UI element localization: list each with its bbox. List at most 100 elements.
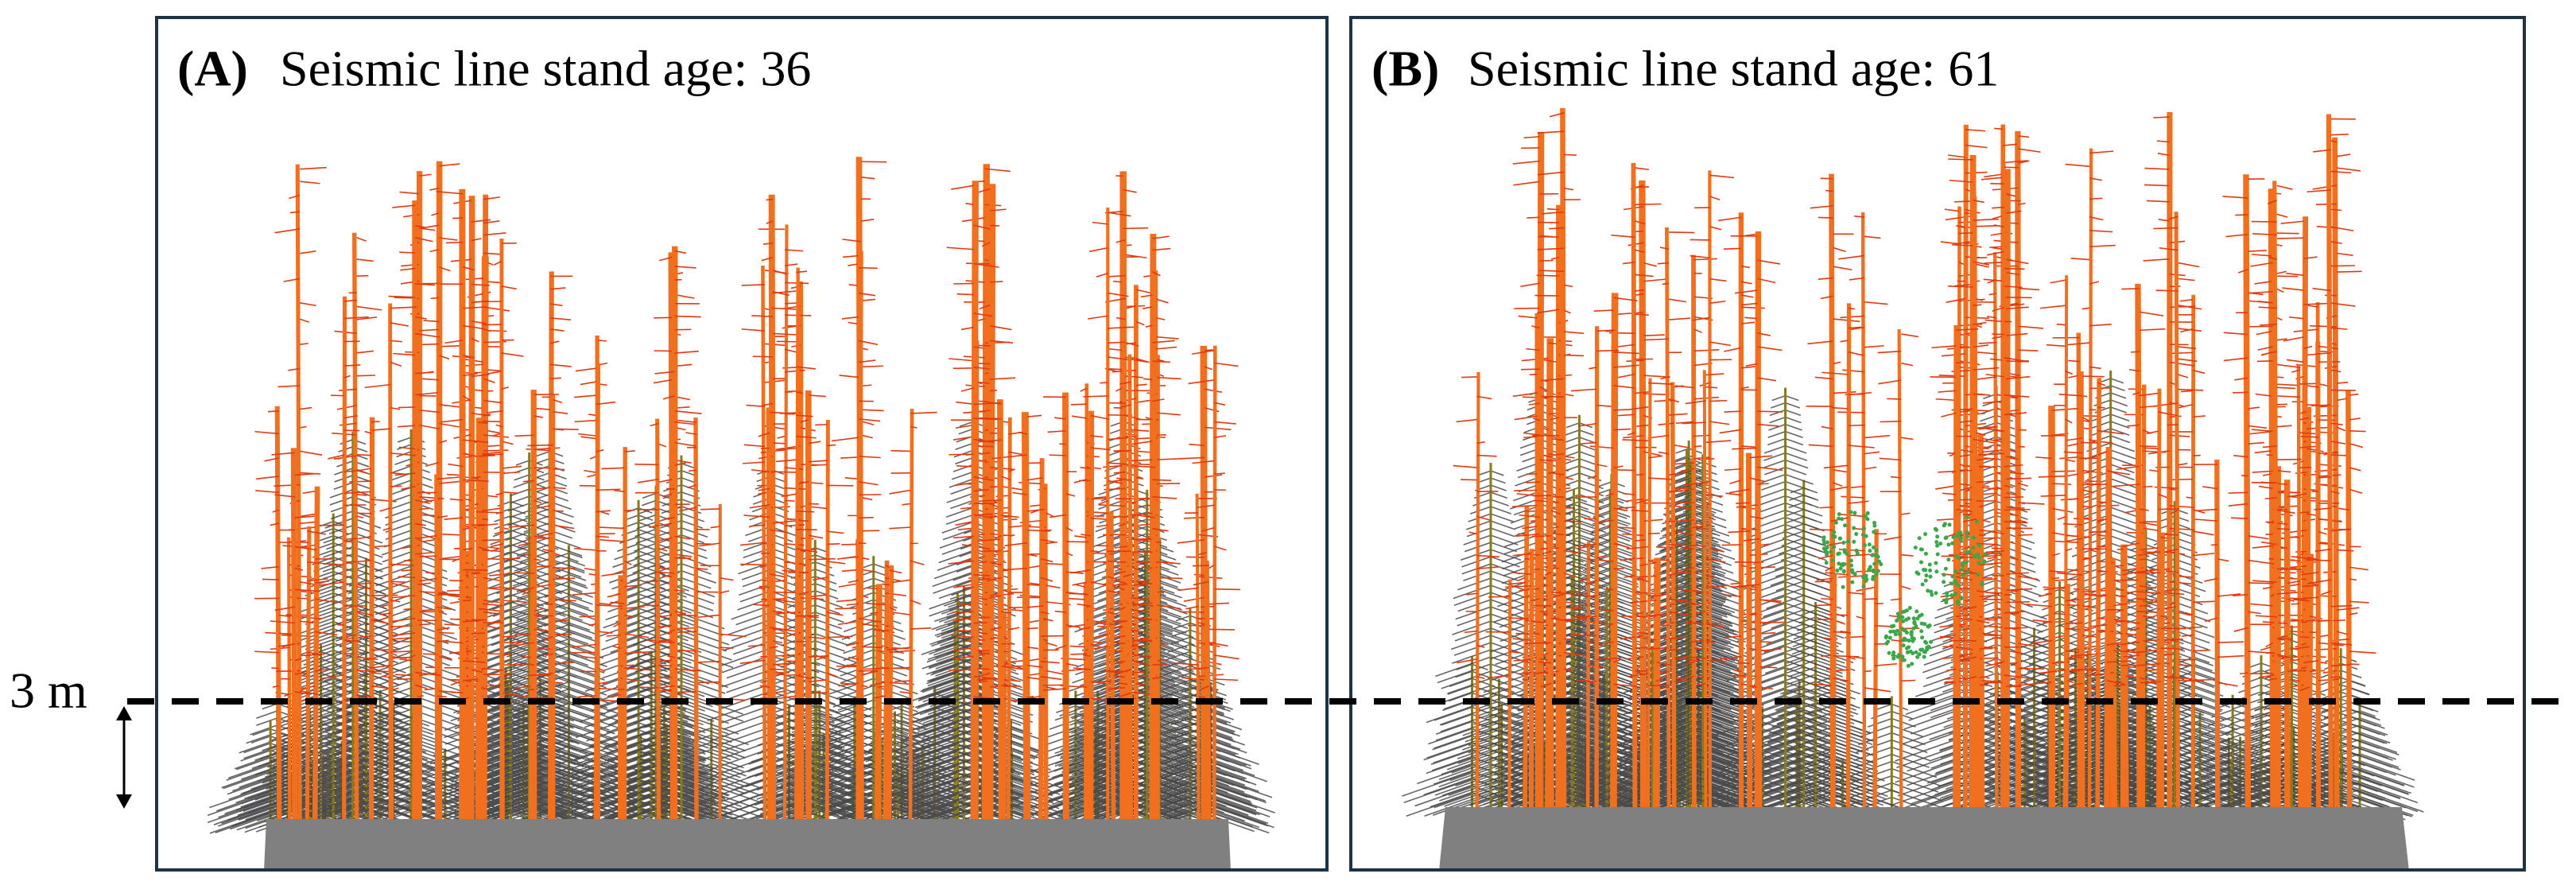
leaf: [1942, 573, 1946, 577]
branches: [317, 299, 370, 702]
branches: [801, 424, 854, 695]
trunk: [2304, 406, 2312, 808]
trunk: [480, 194, 489, 820]
trunk: [305, 526, 312, 820]
branches: [1735, 538, 1785, 669]
trunk: [794, 267, 800, 820]
leaf: [1953, 580, 1958, 585]
trunk: [312, 486, 320, 820]
trunk: [352, 232, 359, 820]
branches: [1061, 584, 1106, 685]
leaf: [1872, 569, 1876, 574]
leaf: [1830, 558, 1835, 563]
leaf: [1902, 658, 1907, 662]
leaf: [1942, 580, 1946, 584]
leaf: [1919, 560, 1924, 565]
branches: [1930, 328, 1981, 684]
leaf: [1876, 569, 1880, 573]
branches: [2222, 178, 2275, 675]
leaf: [1977, 561, 1981, 565]
leaf: [1887, 650, 1891, 655]
leaf: [1861, 584, 1866, 588]
leaf: [1949, 593, 1954, 598]
branches: [1608, 167, 1662, 673]
leaf: [1935, 552, 1940, 557]
trunk: [1523, 506, 1530, 808]
trunk: [1702, 370, 1708, 808]
leaf: [1947, 522, 1952, 527]
leaf: [1868, 549, 1872, 553]
leaf: [1836, 552, 1841, 557]
trunk: [459, 188, 467, 820]
leaf: [1884, 641, 1889, 646]
trunk: [970, 181, 979, 820]
leaf: [1926, 624, 1930, 629]
branches: [2056, 375, 2109, 685]
leaf: [1912, 621, 1917, 626]
leaf: [1950, 574, 1955, 579]
branches: [254, 410, 301, 688]
branches: [1837, 215, 1891, 693]
leaf: [1867, 542, 1872, 547]
trunk: [295, 164, 302, 820]
leaf: [1871, 577, 1876, 581]
trunk: [2140, 384, 2147, 808]
branches: [598, 450, 652, 691]
trunk: [1547, 491, 1554, 808]
leaf: [1874, 572, 1879, 577]
leaf: [1961, 573, 1965, 577]
trunk: [1755, 534, 1763, 808]
branches: [345, 421, 398, 698]
leaf: [1852, 539, 1856, 544]
leaf: [1943, 566, 1948, 571]
branches: [2251, 184, 2302, 681]
branches: [1669, 258, 1721, 681]
leaf: [1891, 629, 1896, 634]
leaf: [1965, 534, 1970, 539]
leaf: [1840, 517, 1845, 522]
branches: [1587, 297, 1639, 688]
trunk: [1665, 227, 1671, 808]
leaf: [1920, 635, 1925, 640]
trunk: [2345, 390, 2353, 808]
trunk: [1594, 326, 1600, 808]
branches: [475, 410, 529, 697]
trunk: [883, 560, 890, 820]
leaf: [1925, 645, 1930, 650]
trunk: [1972, 455, 1980, 808]
leaf: [1876, 554, 1880, 559]
panel-title: Seismic line stand age: 36: [280, 41, 811, 97]
trunk: [1536, 131, 1545, 808]
leaf: [1852, 511, 1857, 515]
arrow-head: [116, 794, 132, 809]
leaf: [1923, 551, 1928, 556]
leaf: [1876, 559, 1881, 564]
leaf: [1907, 605, 1912, 610]
leaf: [1927, 562, 1932, 567]
branches: [863, 569, 916, 685]
leaf: [1902, 636, 1907, 641]
height-label: 3 m: [10, 662, 87, 719]
leaf: [1914, 623, 1918, 628]
branches: [270, 452, 320, 695]
trunk: [1212, 345, 1217, 820]
trunk: [2002, 169, 2011, 808]
leaf: [1868, 565, 1872, 569]
branches: [1505, 553, 1546, 675]
leaf: [1904, 617, 1909, 622]
trunk: [1475, 371, 1480, 808]
leaf: [1831, 544, 1836, 549]
trunk: [467, 196, 475, 820]
leaf: [1983, 552, 1988, 557]
leaf: [1846, 539, 1851, 544]
trunk: [824, 419, 830, 820]
leaf: [1934, 540, 1939, 545]
leaf: [1824, 561, 1829, 565]
branches: [1816, 577, 1860, 682]
trunk: [2332, 137, 2340, 808]
branches: [1019, 508, 1065, 701]
leaf: [1955, 600, 1960, 604]
leaf: [1919, 629, 1924, 634]
leaf: [1915, 609, 1919, 614]
trunk: [2087, 148, 2093, 808]
